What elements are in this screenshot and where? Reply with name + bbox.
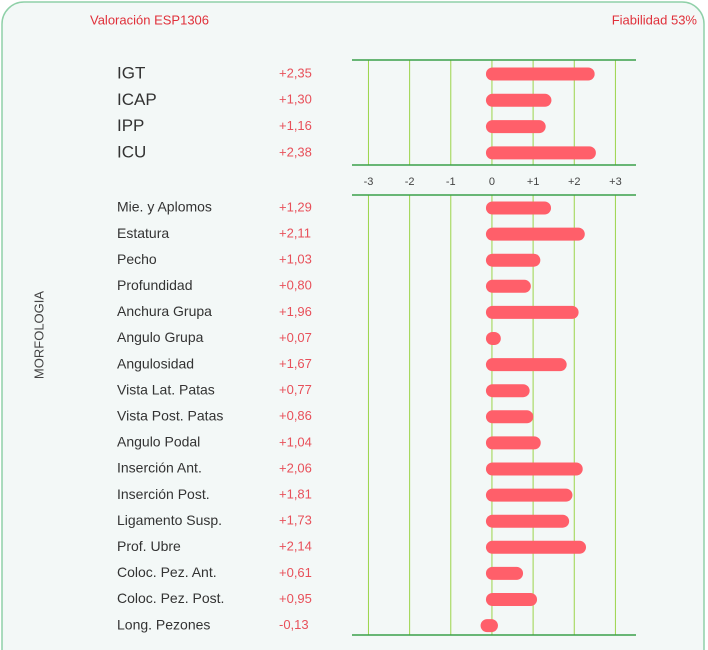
x-tick-label: 0 [489, 176, 495, 188]
bar [485, 332, 501, 345]
bar [485, 67, 595, 81]
category-label: Coloc. Pez. Post. [117, 590, 224, 606]
value-label: +1,30 [279, 92, 312, 107]
x-tick-label: +1 [527, 176, 540, 188]
category-label: Estatura [117, 225, 169, 241]
bar [485, 305, 579, 319]
value-label: +1,04 [279, 434, 312, 449]
bar [485, 488, 573, 502]
category-label: Pecho [117, 251, 157, 267]
bar [485, 201, 552, 215]
value-label: +2,14 [279, 539, 312, 554]
category-label: IPP [117, 116, 144, 135]
value-label: +0,77 [279, 382, 312, 397]
value-label: +0,86 [279, 408, 312, 423]
bar [485, 120, 546, 134]
bar [485, 514, 570, 528]
bar [485, 384, 530, 398]
reliability: Fiabilidad 53% [612, 12, 698, 27]
category-label: Angulo Grupa [117, 329, 204, 345]
value-label: +1,81 [279, 487, 312, 502]
x-tick-label: -1 [446, 176, 456, 188]
category-label: Vista Lat. Patas [117, 381, 215, 397]
category-label: Long. Pezones [117, 616, 210, 632]
bar [485, 279, 531, 293]
category-label: ICAP [117, 90, 157, 109]
category-label: Mie. y Aplomos [117, 199, 212, 215]
value-label: +0,80 [279, 278, 312, 293]
value-label: -0,13 [279, 617, 309, 632]
category-label: Profundidad [117, 277, 193, 293]
x-tick-label: +2 [568, 176, 581, 188]
value-label: +2,11 [279, 226, 311, 241]
bar [485, 227, 585, 241]
value-label: +2,06 [279, 460, 312, 475]
bar [485, 436, 541, 450]
value-label: +0,07 [279, 330, 312, 345]
value-label: +2,35 [279, 65, 312, 80]
y-axis-label: MORFOLOGIA [31, 291, 46, 379]
value-label: +1,29 [279, 199, 312, 214]
x-tick-label: -3 [364, 176, 374, 188]
category-label: Inserción Ant. [117, 460, 202, 476]
value-label: +2,38 [279, 144, 312, 159]
bar [485, 146, 596, 160]
category-label: IGT [117, 63, 145, 82]
bar [480, 619, 498, 633]
x-tick-label: -2 [405, 176, 415, 188]
value-label: +0,61 [279, 565, 312, 580]
value-label: +1,03 [279, 252, 312, 267]
bar [485, 253, 541, 267]
bar [485, 462, 583, 476]
category-label: Coloc. Pez. Ant. [117, 564, 217, 580]
bar [485, 93, 552, 107]
category-label: Ligamento Susp. [117, 512, 222, 528]
category-label: Anchura Grupa [117, 303, 212, 319]
bar [485, 358, 567, 372]
value-label: +0,95 [279, 591, 312, 606]
value-label: +1,96 [279, 304, 312, 319]
category-label: Angulosidad [117, 355, 194, 371]
bar [485, 410, 534, 424]
category-label: Angulo Podal [117, 434, 200, 450]
value-label: +1,67 [279, 356, 312, 371]
value-label: +1,16 [279, 118, 312, 133]
bar [485, 593, 538, 606]
chart-title: Valoración ESP1306 [90, 12, 209, 27]
category-label: ICU [117, 142, 146, 161]
category-label: Inserción Post. [117, 486, 210, 502]
category-label: Vista Post. Patas [117, 408, 223, 424]
bar [485, 540, 587, 554]
bar [485, 566, 524, 580]
x-tick-label: +3 [609, 176, 622, 188]
category-label: Prof. Ubre [117, 538, 181, 554]
value-label: +1,73 [279, 513, 312, 528]
